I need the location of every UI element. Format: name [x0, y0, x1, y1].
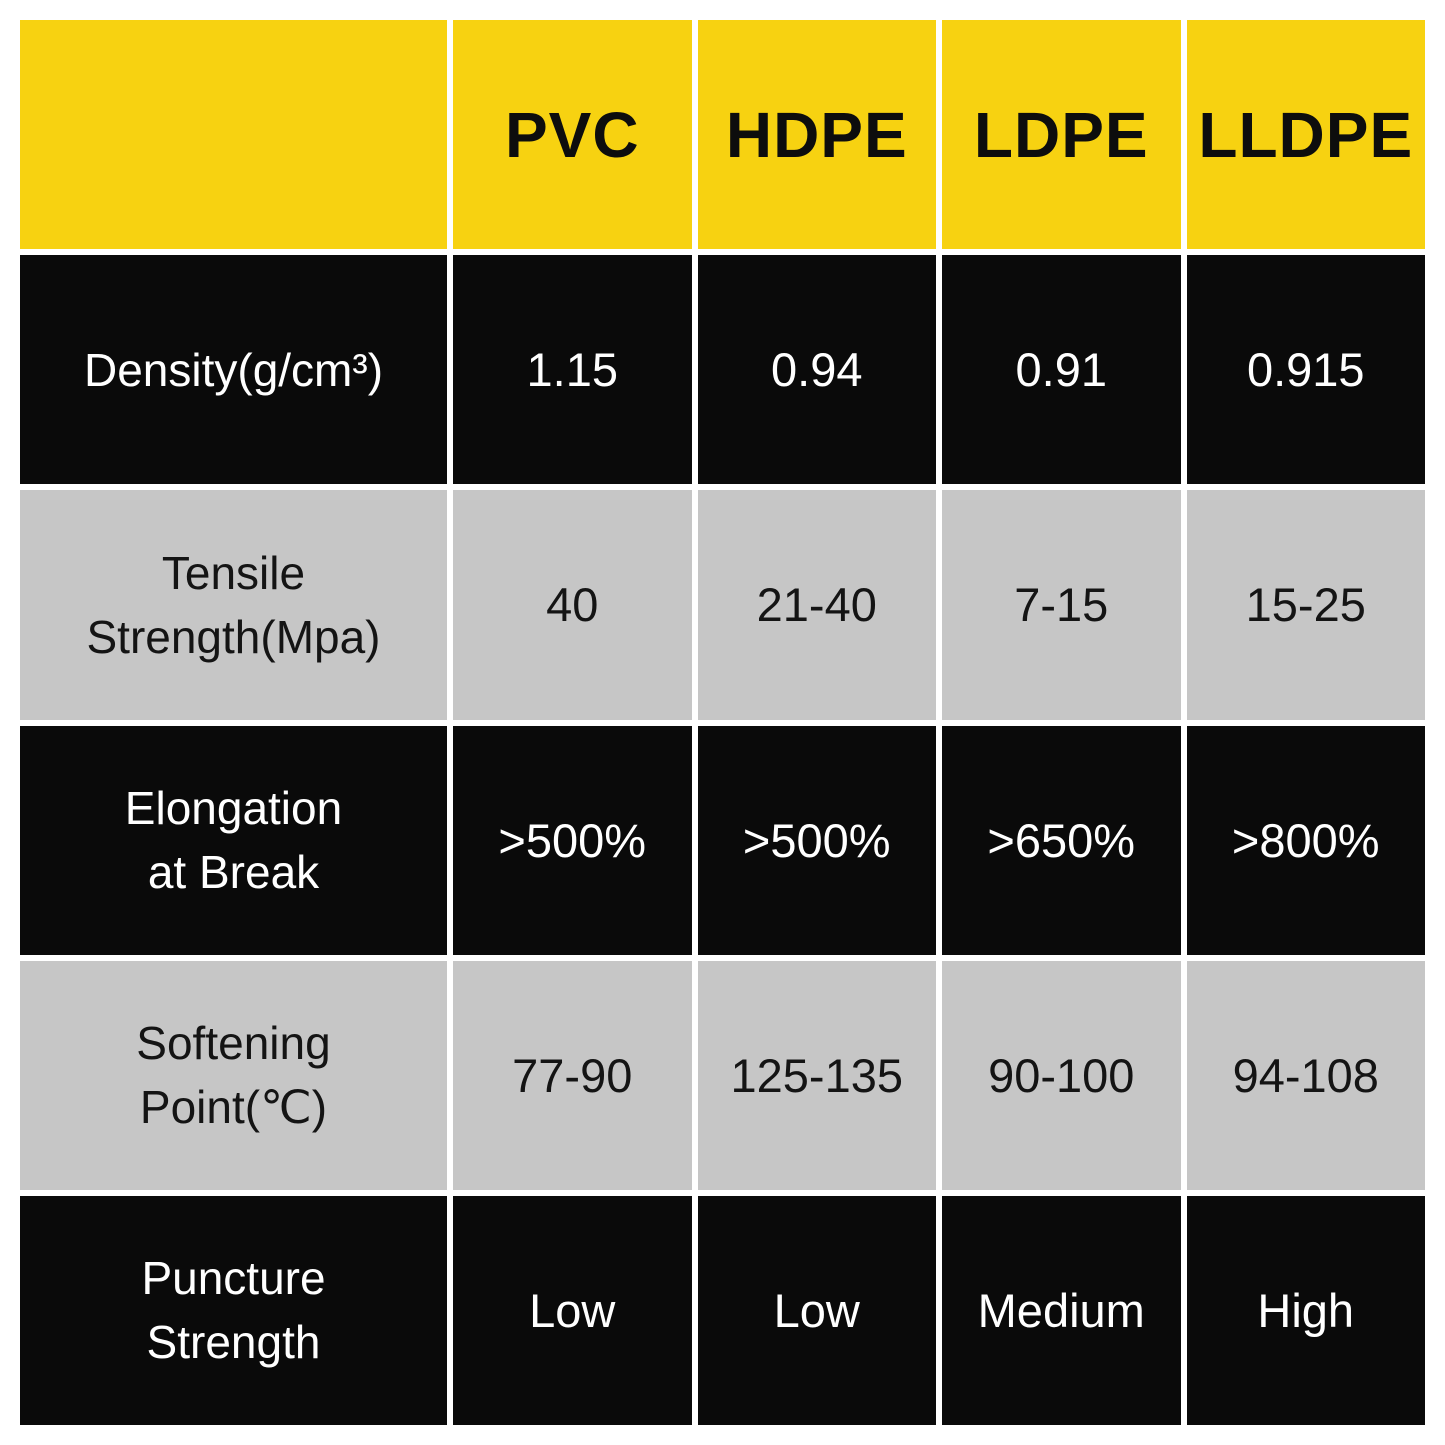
- cell-softening-lldpe: 94-108: [1186, 960, 1425, 1190]
- row-label-elongation: Elongation at Break: [20, 725, 447, 955]
- cell-elongation-hdpe: >500%: [697, 725, 936, 955]
- row-label-tensile-strength: Tensile Strength(Mpa): [20, 490, 447, 720]
- cell-elongation-pvc: >500%: [453, 725, 692, 955]
- cell-elongation-lldpe: >800%: [1186, 725, 1425, 955]
- cell-density-hdpe: 0.94: [697, 255, 936, 485]
- cell-puncture-pvc: Low: [453, 1195, 692, 1425]
- cell-density-ldpe: 0.91: [942, 255, 1181, 485]
- corner-cell: [20, 20, 447, 250]
- cell-puncture-ldpe: Medium: [942, 1195, 1181, 1425]
- cell-puncture-hdpe: Low: [697, 1195, 936, 1425]
- row-label-density: Density(g/cm³): [20, 255, 447, 485]
- cell-elongation-ldpe: >650%: [942, 725, 1181, 955]
- column-header-hdpe: HDPE: [697, 20, 936, 250]
- cell-softening-hdpe: 125-135: [697, 960, 936, 1190]
- cell-puncture-lldpe: High: [1186, 1195, 1425, 1425]
- column-header-pvc: PVC: [453, 20, 692, 250]
- cell-tensile-ldpe: 7-15: [942, 490, 1181, 720]
- cell-density-pvc: 1.15: [453, 255, 692, 485]
- cell-tensile-hdpe: 21-40: [697, 490, 936, 720]
- cell-tensile-lldpe: 15-25: [1186, 490, 1425, 720]
- row-label-puncture-strength: Puncture Strength: [20, 1195, 447, 1425]
- cell-tensile-pvc: 40: [453, 490, 692, 720]
- cell-softening-ldpe: 90-100: [942, 960, 1181, 1190]
- column-header-ldpe: LDPE: [942, 20, 1181, 250]
- column-header-lldpe: LLDPE: [1186, 20, 1425, 250]
- row-label-softening-point: Softening Point(℃): [20, 960, 447, 1190]
- cell-softening-pvc: 77-90: [453, 960, 692, 1190]
- cell-density-lldpe: 0.915: [1186, 255, 1425, 485]
